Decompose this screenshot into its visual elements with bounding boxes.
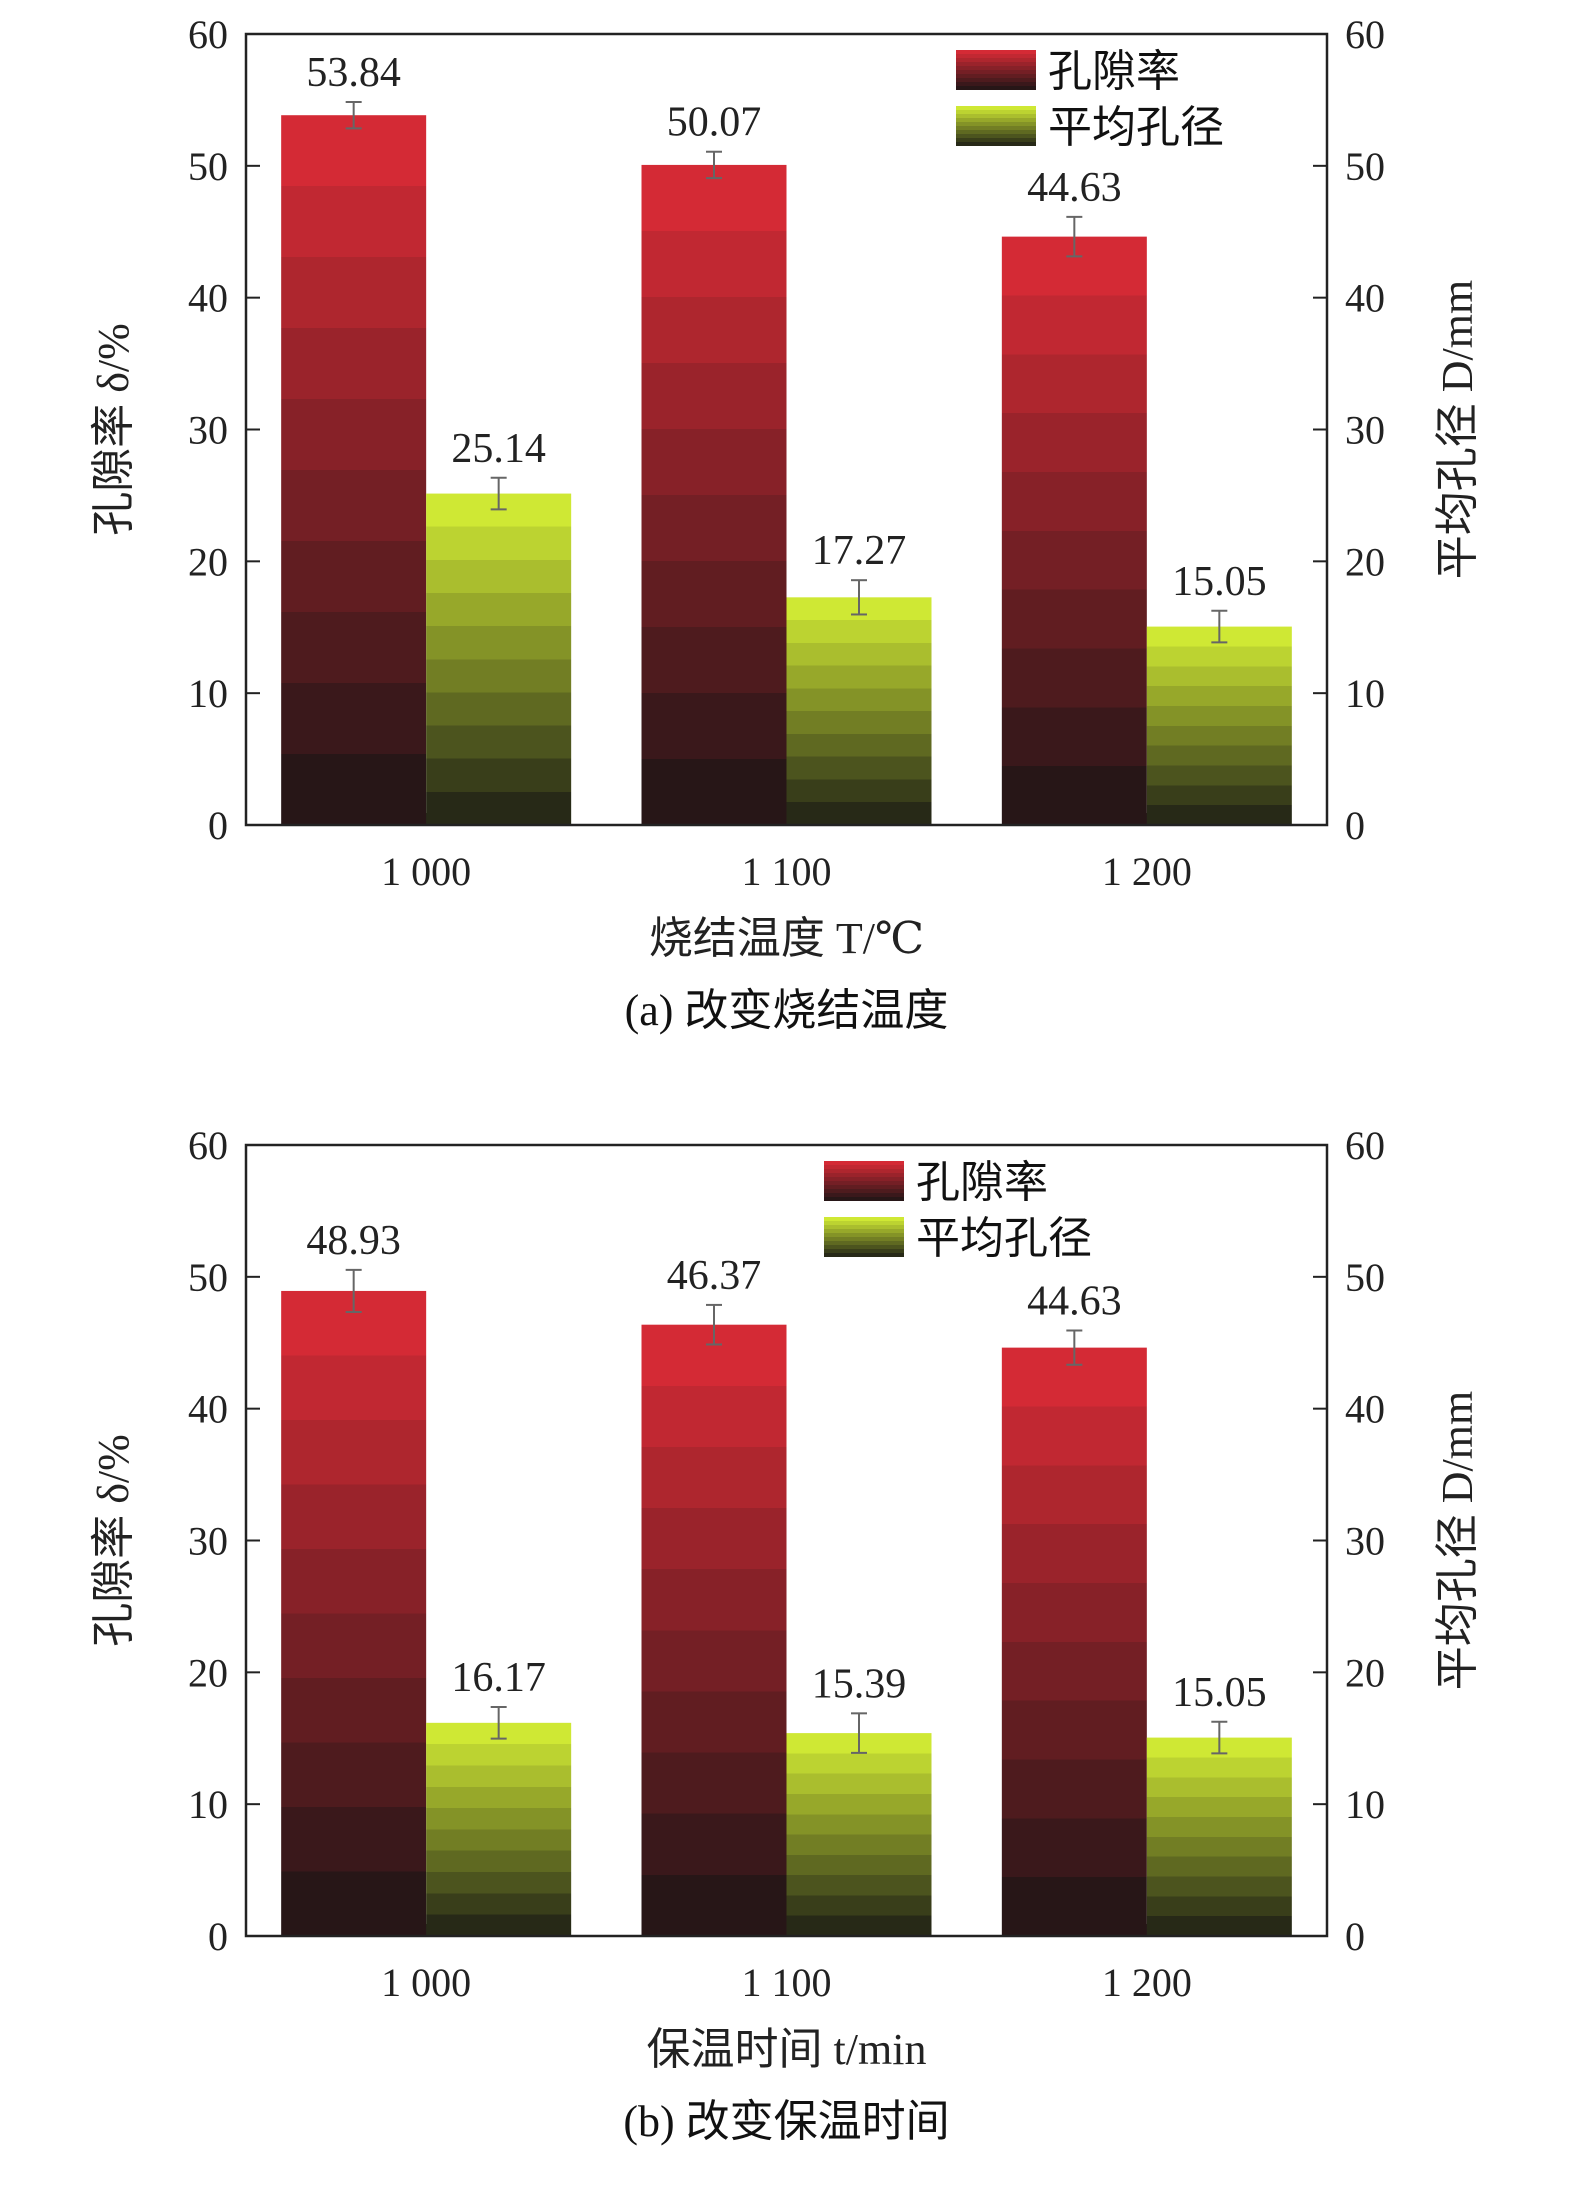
chart-b-svg: 0 0 10 10 20 20 30 30 40 40 50 50 60 60 1 000 48.93 16.1… (89, 1123, 1482, 2146)
chart-caption: (a) 改变烧结温度 (625, 986, 949, 1035)
y2-tick-label: 60 (1345, 12, 1385, 57)
porosity-bar (281, 115, 427, 825)
pore-size-bar (1146, 626, 1292, 825)
pore-size-bar (426, 493, 572, 825)
x-axis-label: 烧结温度 T/℃ (649, 914, 924, 963)
porosity-value-label: 48.93 (306, 1218, 401, 1264)
chart-a-svg: 0 0 10 10 20 20 30 30 40 40 50 50 60 60 1 000 53.84 25.1… (89, 12, 1482, 1035)
legend-swatch-pore-size (824, 1217, 904, 1257)
pore-size-bar (426, 1722, 572, 1936)
legend-swatch-porosity (956, 50, 1036, 90)
y-tick-label: 40 (188, 276, 228, 321)
y2-tick-label: 10 (1345, 671, 1385, 716)
y2-tick-label: 50 (1345, 1255, 1385, 1300)
y-tick-label: 10 (188, 671, 228, 716)
pore-size-bar (1146, 1737, 1292, 1936)
y2-tick-label: 20 (1345, 539, 1385, 584)
porosity-bar (641, 1324, 787, 1936)
pore-size-value-label: 16.17 (451, 1655, 546, 1701)
pore-size-value-label: 15.05 (1172, 559, 1267, 605)
y2-tick-label: 10 (1345, 1782, 1385, 1827)
legend-label-porosity: 孔隙率 (916, 1158, 1048, 1207)
plot-frame (244, 32, 1329, 827)
porosity-value-label: 44.63 (1027, 1278, 1122, 1324)
x-tick-label: 1 200 (1102, 849, 1192, 894)
porosity-value-label: 46.37 (667, 1253, 762, 1299)
y2-tick-label: 30 (1345, 1519, 1385, 1564)
y2-tick-label: 0 (1345, 1914, 1365, 1959)
x-axis-label: 保温时间 t/min (647, 2025, 927, 2074)
y-tick-label: 10 (188, 1782, 228, 1827)
pore-size-bar (786, 1733, 932, 1936)
porosity-bar (281, 1290, 427, 1936)
pore-size-value-label: 15.05 (1172, 1670, 1267, 1716)
y2-axis-label: 平均孔径 D/mm (1433, 280, 1482, 579)
chart-caption: (b) 改变保温时间 (623, 2097, 949, 2146)
y2-tick-label: 40 (1345, 276, 1385, 321)
y2-tick-label: 40 (1345, 1387, 1385, 1432)
y2-tick-label: 20 (1345, 1650, 1385, 1695)
porosity-bar (1001, 236, 1147, 826)
y2-axis-label: 平均孔径 D/mm (1433, 1391, 1482, 1690)
legend-swatch-pore-size (956, 106, 1036, 146)
y2-tick-label: 30 (1345, 408, 1385, 453)
y-tick-label: 50 (188, 144, 228, 189)
y-axis-label: 孔隙率 δ/% (89, 323, 138, 536)
y-axis-label: 孔隙率 δ/% (89, 1434, 138, 1647)
plot-frame (244, 1143, 1329, 1938)
y-tick-label: 0 (208, 803, 228, 848)
x-tick-label: 1 100 (742, 849, 832, 894)
y-tick-label: 30 (188, 408, 228, 453)
porosity-value-label: 53.84 (306, 50, 401, 96)
legend-swatch-porosity (824, 1161, 904, 1201)
y2-tick-label: 0 (1345, 803, 1365, 848)
porosity-value-label: 44.63 (1027, 165, 1122, 211)
x-tick-label: 1 000 (381, 849, 471, 894)
y-tick-label: 60 (188, 1123, 228, 1168)
chart-panel-a: 0 0 10 10 20 20 30 30 40 40 50 50 60 60 1 000 53.84 25.1… (0, 0, 1575, 1080)
pore-size-bar (786, 597, 932, 825)
legend-label-pore-size: 平均孔径 (916, 1214, 1092, 1263)
porosity-bar (641, 164, 787, 825)
pore-size-value-label: 17.27 (812, 528, 907, 574)
y-tick-label: 20 (188, 1650, 228, 1695)
y2-tick-label: 50 (1345, 144, 1385, 189)
legend-label-porosity: 孔隙率 (1048, 47, 1180, 96)
y-tick-label: 30 (188, 1519, 228, 1564)
y-tick-label: 0 (208, 1914, 228, 1959)
y-tick-label: 50 (188, 1255, 228, 1300)
porosity-value-label: 50.07 (667, 100, 762, 146)
chart-panel-b: 0 0 10 10 20 20 30 30 40 40 50 50 60 60 1 000 48.93 16.1… (0, 1111, 1575, 2191)
legend-label-pore-size: 平均孔径 (1048, 103, 1224, 152)
y-tick-label: 20 (188, 539, 228, 584)
y-tick-label: 60 (188, 12, 228, 57)
x-tick-label: 1 200 (1102, 1960, 1192, 2005)
y-tick-label: 40 (188, 1387, 228, 1432)
x-tick-label: 1 100 (742, 1960, 832, 2005)
pore-size-value-label: 25.14 (451, 426, 546, 472)
y2-tick-label: 60 (1345, 1123, 1385, 1168)
x-tick-label: 1 000 (381, 1960, 471, 2005)
pore-size-value-label: 15.39 (812, 1661, 907, 1707)
porosity-bar (1001, 1347, 1147, 1936)
